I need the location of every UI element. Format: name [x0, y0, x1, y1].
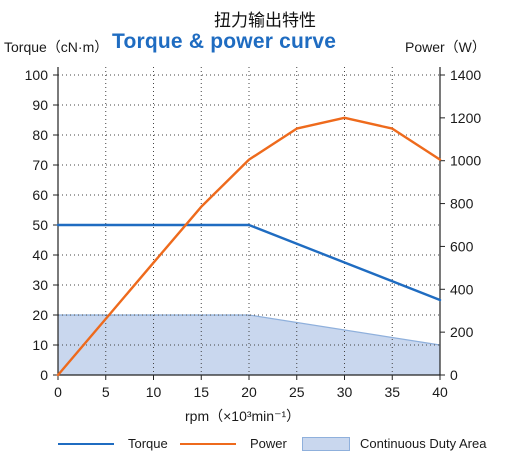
legend-duty-area-label: Continuous Duty Area [360, 436, 487, 451]
x-tick-label: 35 [384, 384, 400, 400]
y-tick-label-left: 0 [40, 367, 48, 383]
y-tick-label-right: 1400 [450, 67, 481, 83]
y-tick-label-right: 1000 [450, 153, 481, 169]
legend-torque: Torque [58, 436, 168, 451]
legend-duty-area: Continuous Duty Area [302, 436, 486, 451]
y-tick-label-right: 600 [450, 238, 474, 254]
y-tick-label-left: 100 [25, 67, 49, 83]
y-axis-right-label: Power（W） [405, 39, 486, 55]
torque-curve [56, 223, 442, 302]
x-tick-label: 20 [241, 384, 257, 400]
x-tick-label: 30 [337, 384, 353, 400]
x-tick-label: 25 [289, 384, 305, 400]
y-tick-label-left: 90 [32, 97, 48, 113]
legend-torque-swatch [58, 442, 114, 445]
legend-power-label: Power [250, 436, 287, 451]
y-tick-label-right: 0 [450, 367, 458, 383]
x-tick-label: 10 [146, 384, 162, 400]
torque-power-chart: 0102030405060708090100020040060080010001… [25, 67, 481, 400]
y-tick-label-right: 200 [450, 324, 474, 340]
y-tick-label-left: 80 [32, 127, 48, 143]
power-curve [56, 116, 442, 377]
legend-power-swatch [180, 442, 236, 445]
y-tick-label-left: 30 [32, 277, 48, 293]
y-tick-label-right: 800 [450, 196, 474, 212]
chart-title: Torque & power curve [112, 30, 337, 53]
y-tick-label-right: 1200 [450, 110, 481, 126]
y-tick-label-left: 50 [32, 217, 48, 233]
x-tick-label: 5 [102, 384, 110, 400]
y-tick-label-right: 400 [450, 281, 474, 297]
y-tick-label-left: 40 [32, 247, 48, 263]
x-axis-label: rpm（×10³min⁻¹） [185, 408, 301, 424]
y-axis-left-label: Torque（cN·m） [4, 39, 109, 55]
y-tick-label-left: 20 [32, 307, 48, 323]
y-tick-label-left: 10 [32, 337, 48, 353]
x-tick-label: 40 [432, 384, 448, 400]
chart-title-chinese: 扭力输出特性 [214, 11, 316, 31]
y-tick-label-left: 70 [32, 157, 48, 173]
y-tick-label-left: 60 [32, 187, 48, 203]
legend-power: Power [180, 436, 287, 451]
x-tick-label: 15 [193, 384, 209, 400]
legend-torque-label: Torque [128, 436, 168, 451]
legend-duty-area-swatch [302, 436, 350, 451]
x-tick-label: 0 [54, 384, 62, 400]
